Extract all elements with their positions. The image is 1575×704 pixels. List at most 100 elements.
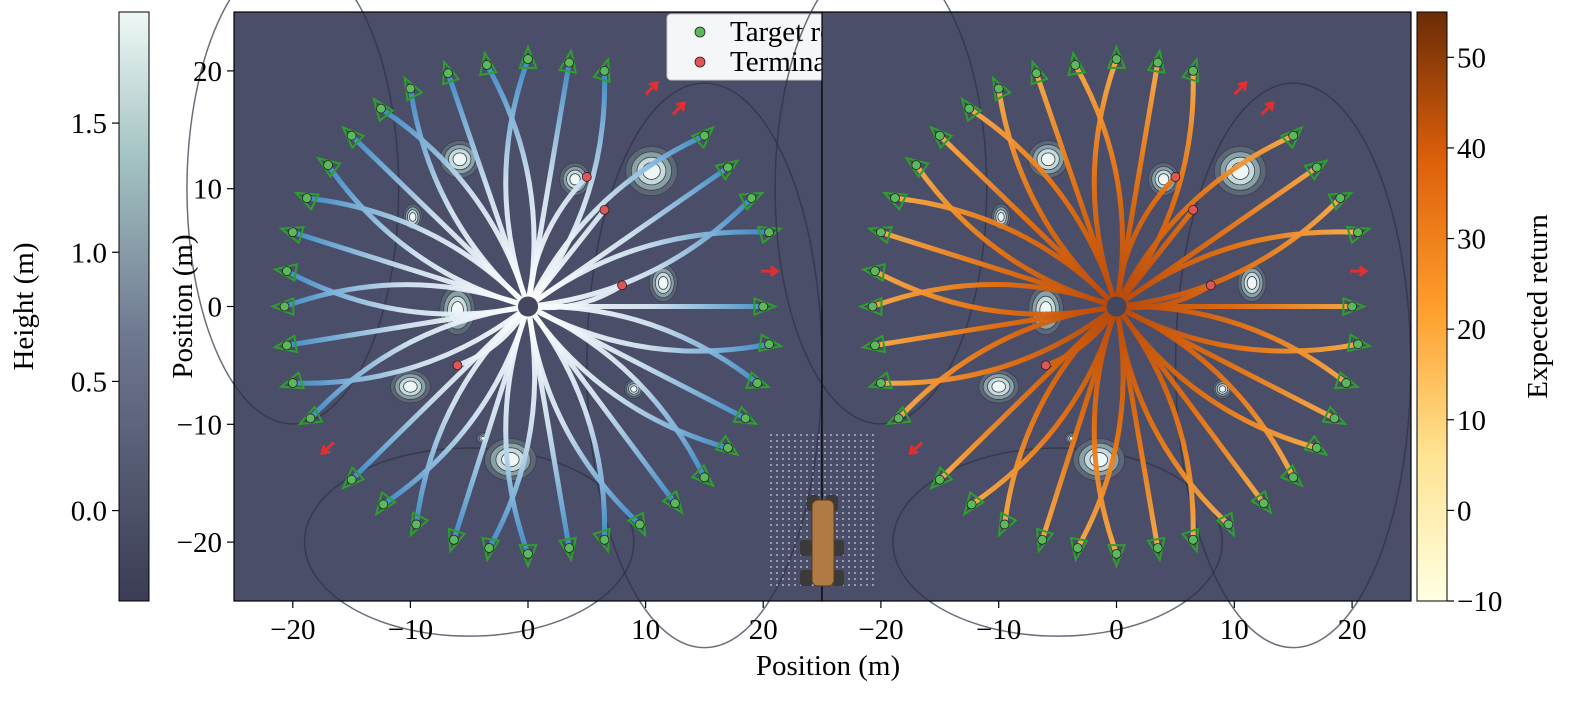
legend-marker [694, 56, 706, 68]
obstacle [1040, 152, 1056, 167]
trajectory [325, 162, 531, 309]
point [1040, 360, 1051, 371]
x-tick-label: 10 [1220, 614, 1249, 646]
point [1311, 162, 1322, 173]
trajectory [380, 304, 531, 507]
point [1288, 472, 1299, 483]
obstacle [1246, 276, 1258, 290]
point [1170, 172, 1181, 182]
trajectory [878, 304, 1119, 386]
point [723, 162, 733, 173]
trajectory [407, 86, 531, 309]
point [287, 227, 298, 238]
failed-arrow [908, 441, 924, 456]
point [1335, 193, 1346, 204]
colorbar-tick-label: 30 [1457, 224, 1486, 256]
trajectory [1114, 304, 1196, 543]
point [1070, 60, 1081, 70]
point [346, 130, 357, 141]
trajectory [525, 174, 590, 309]
colorbar-tick-label: 1.5 [71, 108, 107, 140]
obstacle [569, 173, 581, 186]
point [699, 130, 710, 141]
trajectory [1114, 133, 1296, 309]
y-axis-label: Position (m) [167, 234, 199, 378]
colorbar [1416, 11, 1448, 602]
point [484, 543, 495, 553]
x-tick-label: −10 [976, 614, 1021, 646]
point [1031, 68, 1042, 79]
point [870, 266, 880, 277]
point [452, 360, 463, 371]
terrain-contour [186, 0, 400, 425]
y-tick-label: −10 [177, 409, 222, 441]
obstacle [630, 385, 638, 393]
point [523, 54, 533, 65]
trajectory [1075, 304, 1126, 551]
obstacle [1158, 173, 1170, 186]
robot-wheel [832, 540, 844, 556]
trajectory [525, 282, 625, 311]
obstacle [991, 380, 1006, 393]
point [1258, 498, 1269, 509]
robot-wheel [800, 540, 812, 556]
colorbar-tick-label: 0.5 [71, 366, 107, 398]
point [1288, 130, 1299, 141]
point [1188, 205, 1198, 215]
point [1111, 54, 1122, 65]
point [999, 519, 1010, 530]
trajectory [969, 304, 1119, 507]
point [581, 172, 592, 182]
point [876, 378, 886, 388]
x-tick-label: −10 [388, 614, 433, 646]
point [870, 340, 880, 351]
point [1037, 534, 1048, 545]
point [764, 227, 774, 238]
point [564, 57, 575, 68]
trajectory [996, 86, 1119, 309]
obstacle [1218, 385, 1227, 393]
terrain-contour [303, 447, 635, 637]
point [934, 474, 945, 485]
trajectory [937, 304, 1119, 483]
failed-arrow [761, 265, 780, 277]
point [599, 534, 610, 545]
point [1111, 548, 1122, 559]
robot-wheel [800, 570, 812, 586]
point [1347, 301, 1357, 312]
point [890, 193, 900, 204]
colorbar-tick-label: 0.0 [71, 496, 107, 528]
colorbar-tick-label: 0 [1457, 495, 1472, 527]
point [740, 413, 751, 424]
point [323, 160, 333, 171]
trajectory [525, 229, 772, 309]
x-tick-label: 0 [521, 614, 536, 646]
failed-arrow [644, 80, 659, 96]
trajectory [445, 70, 531, 309]
point [449, 534, 459, 545]
point [964, 103, 975, 114]
point [564, 543, 575, 553]
trajectory [349, 304, 531, 483]
colorbar-tick-label: 10 [1457, 405, 1486, 437]
failed-arrow [1349, 265, 1369, 277]
point [282, 340, 292, 351]
obstacle [403, 380, 418, 393]
point [893, 413, 904, 424]
point [993, 83, 1004, 94]
point [634, 519, 645, 530]
point [599, 66, 610, 76]
start [518, 296, 538, 317]
point [1329, 413, 1340, 424]
point [378, 499, 389, 510]
point [1311, 442, 1322, 453]
point [1188, 66, 1198, 76]
failed-arrow [1260, 100, 1275, 116]
robot-body [811, 499, 835, 587]
trajectory [913, 162, 1119, 309]
obstacle [997, 212, 1005, 222]
trajectory [525, 133, 707, 309]
point [1205, 280, 1216, 291]
point [1152, 57, 1163, 68]
point [279, 301, 290, 312]
